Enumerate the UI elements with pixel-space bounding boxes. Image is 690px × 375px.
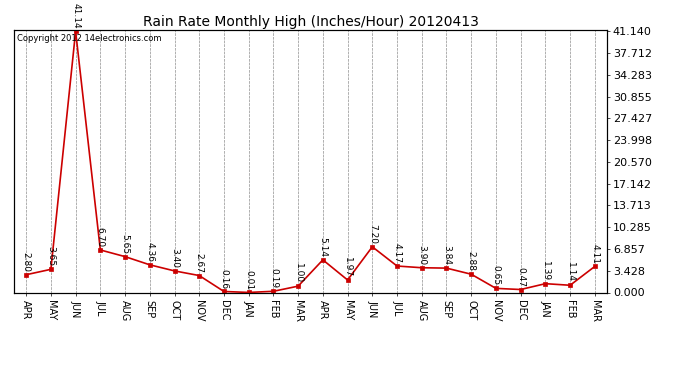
Text: 5.14: 5.14 xyxy=(318,237,327,257)
Text: 4.11: 4.11 xyxy=(591,244,600,264)
Text: 2.80: 2.80 xyxy=(21,252,30,272)
Title: Rain Rate Monthly High (Inches/Hour) 20120413: Rain Rate Monthly High (Inches/Hour) 201… xyxy=(143,15,478,29)
Text: 5.65: 5.65 xyxy=(121,234,130,254)
Text: 3.84: 3.84 xyxy=(442,245,451,266)
Text: Copyright 2012 14electronics.com: Copyright 2012 14electronics.com xyxy=(17,34,161,43)
Text: 0.01: 0.01 xyxy=(244,270,253,290)
Text: 3.40: 3.40 xyxy=(170,248,179,268)
Text: 3.90: 3.90 xyxy=(417,245,426,265)
Text: 41.14: 41.14 xyxy=(71,3,80,29)
Text: 3.65: 3.65 xyxy=(46,246,55,267)
Text: 1.39: 1.39 xyxy=(541,261,550,281)
Text: 4.36: 4.36 xyxy=(146,242,155,262)
Text: 0.19: 0.19 xyxy=(269,268,278,288)
Text: 7.20: 7.20 xyxy=(368,224,377,244)
Text: 0.47: 0.47 xyxy=(516,267,525,287)
Text: 1.97: 1.97 xyxy=(343,257,352,277)
Text: 4.17: 4.17 xyxy=(393,243,402,263)
Text: 2.67: 2.67 xyxy=(195,253,204,273)
Text: 0.16: 0.16 xyxy=(219,268,228,289)
Text: 0.65: 0.65 xyxy=(491,266,500,286)
Text: 6.70: 6.70 xyxy=(96,227,105,247)
Text: 1.14: 1.14 xyxy=(566,262,575,282)
Text: 1.00: 1.00 xyxy=(294,263,303,284)
Text: 2.88: 2.88 xyxy=(466,251,475,272)
